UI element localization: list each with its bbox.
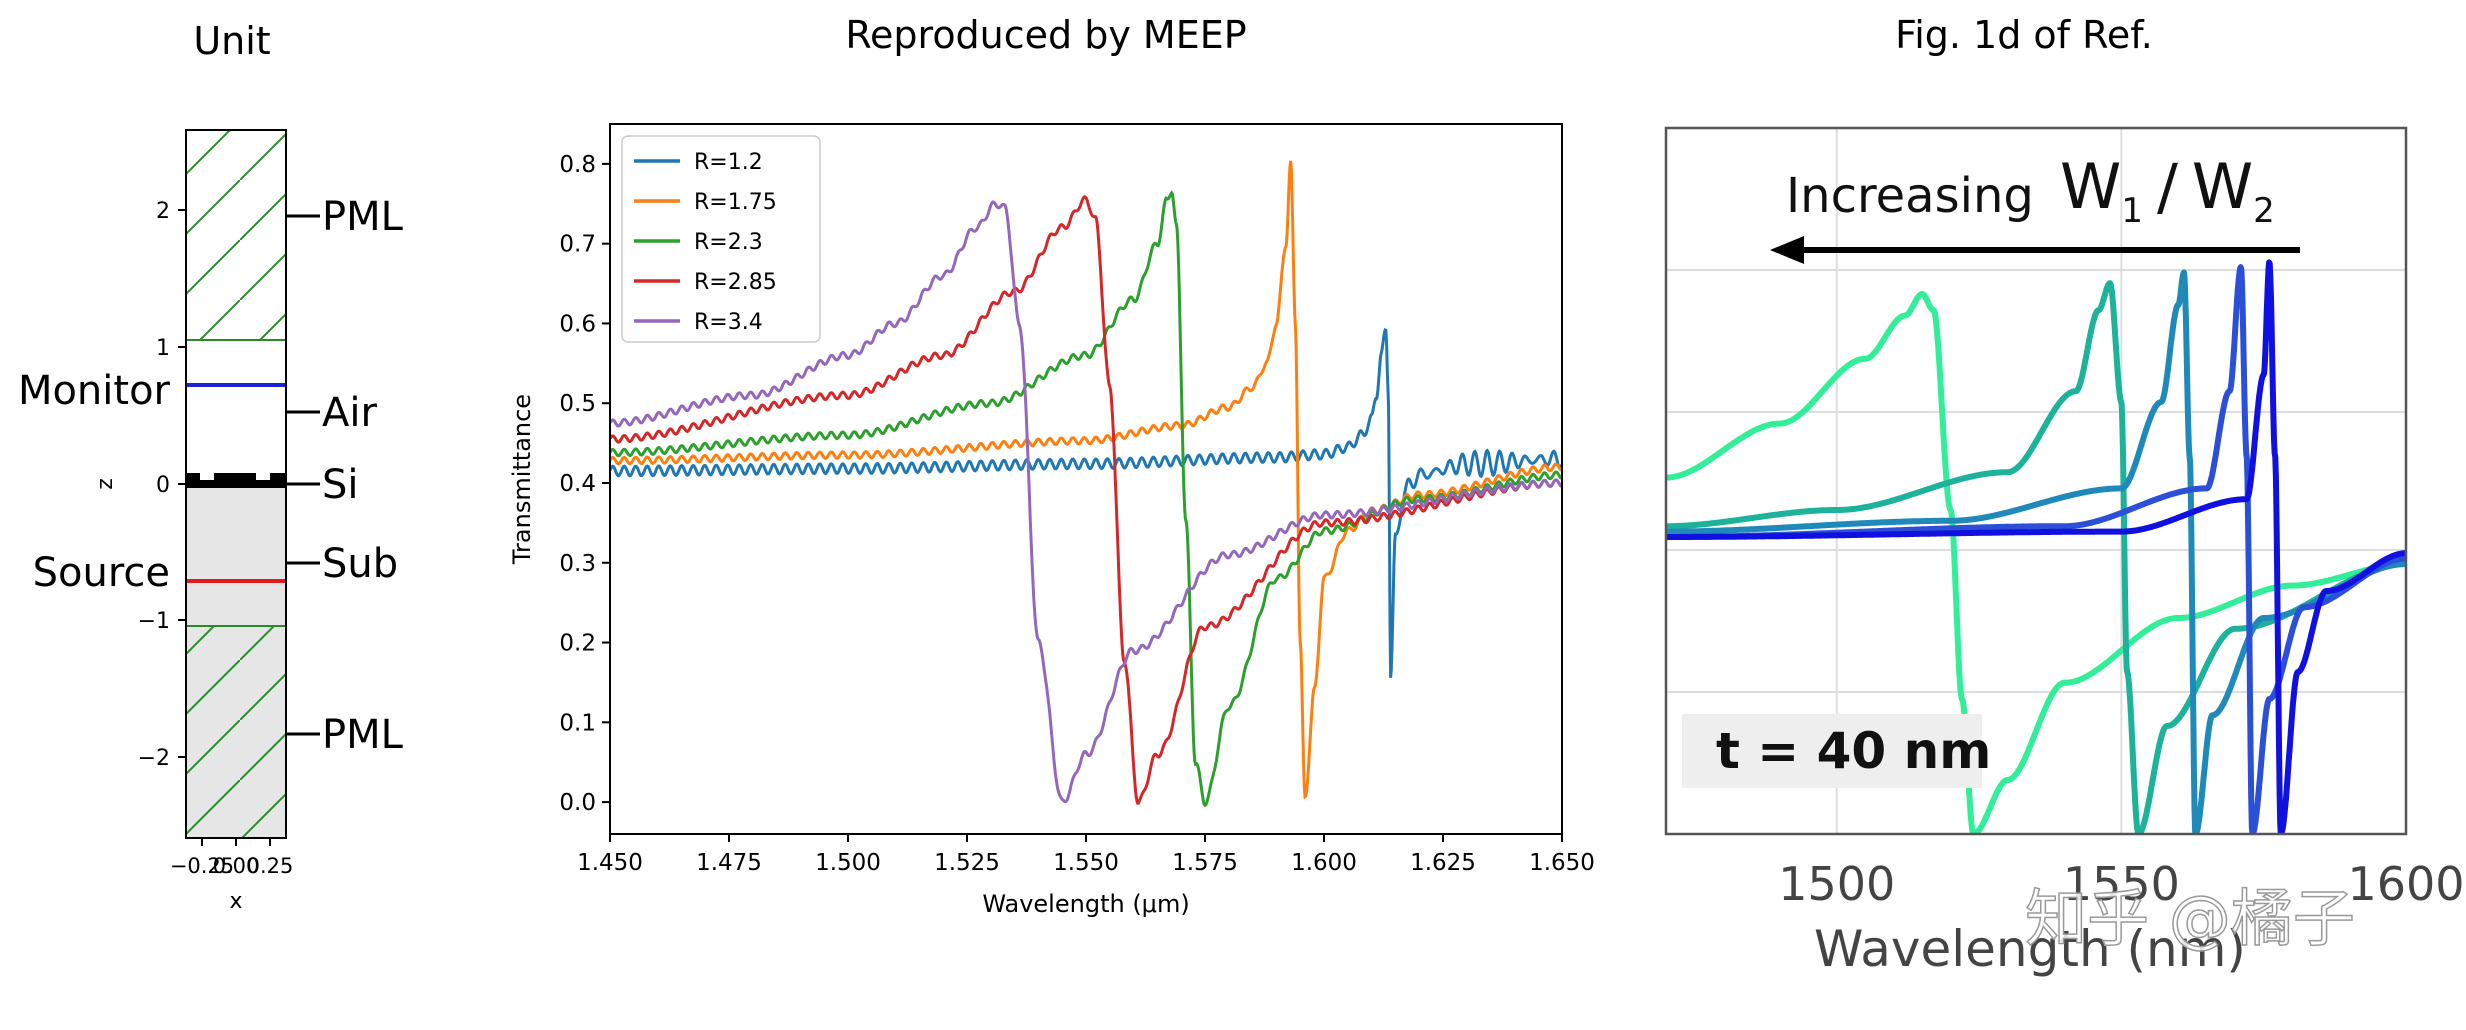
legend-frame	[621, 135, 821, 343]
thickness-label: t = 40 nm	[1716, 722, 1991, 780]
ref-xlabel: Wavelength (nm)	[1814, 920, 2246, 978]
meep-ytick-label: 0.5	[559, 391, 596, 417]
unit-ytick-label: −1	[138, 609, 170, 634]
unit-ytick-label: 1	[156, 336, 170, 361]
meep-xtick-label: 1.525	[934, 850, 1000, 876]
meep-xlabel: Wavelength (μm)	[982, 890, 1189, 918]
ref-x-ticks: 1500 1550 1600	[1778, 857, 2464, 911]
meep-ytick-label: 0.8	[559, 152, 596, 178]
meep-xtick-label: 1.500	[815, 850, 881, 876]
pml-top-label: PML	[322, 194, 404, 240]
unit-ytick-label: 2	[156, 199, 170, 224]
ref-xtick-label: 1500	[1778, 857, 1895, 911]
pml-top-region	[186, 130, 286, 340]
meep-xtick-label: 1.450	[577, 850, 643, 876]
unit-x-ticks: −0.25 0.00 0.25	[170, 838, 294, 878]
meep-xtick-label: 1.650	[1529, 850, 1595, 876]
meep-ytick-label: 0.6	[559, 311, 596, 337]
meep-ytick-label: 0.2	[559, 631, 596, 657]
unit-title: Unit	[193, 19, 270, 63]
meep-x-ticks: 1.450 1.475 1.500 1.525 1.550 1.575 1.600 1.625…	[577, 834, 1595, 876]
meep-legend: R=1.2 R=1.75 R=2.3 R=2.85 R=3.4	[621, 135, 821, 343]
arrow-left-icon	[1770, 236, 1804, 264]
legend-label: R=2.85	[694, 270, 777, 295]
unit-xtick-label: −0.25	[170, 854, 234, 878]
legend-label: R=2.3	[694, 230, 763, 255]
legend-label: R=1.75	[694, 190, 777, 215]
meep-panel: Reproduced by MEEP 1.450 1.475 1.500 1.525 1…	[508, 13, 1595, 918]
ref-series-line-5	[1666, 259, 2406, 834]
source-label: Source	[33, 550, 170, 596]
unit-panel: Unit 2 1 0 −1 −2	[18, 19, 404, 914]
meep-ytick-label: 0.4	[559, 471, 596, 497]
ref-title: Fig. 1d of Ref.	[1895, 13, 2153, 57]
meep-y-ticks: 0.0 0.1 0.2 0.3 0.4 0.5 0.6 0.7 0.8	[559, 152, 610, 816]
unit-ytick-label: 0	[156, 473, 170, 498]
meep-xtick-label: 1.550	[1053, 850, 1119, 876]
meep-series-group	[610, 160, 1562, 808]
ref-xtick-label: 1600	[2347, 857, 2464, 911]
unit-ylabel: z	[93, 478, 118, 490]
air-label: Air	[322, 390, 377, 436]
thickness-box	[1682, 714, 1982, 788]
monitor-label: Monitor	[18, 368, 171, 414]
unit-xlabel: x	[229, 889, 242, 914]
meep-series-line-3	[610, 190, 1562, 808]
unit-y-ticks: 2 1 0 −1 −2	[138, 199, 186, 771]
watermark-text: 知乎 @橘子	[2025, 882, 2355, 955]
ref-series-line-1	[1666, 291, 2406, 834]
unit-xtick-label: 0.00	[213, 854, 260, 878]
unit-xtick-label: 0.25	[247, 854, 294, 878]
unit-ytick-label: −2	[138, 746, 170, 771]
meep-ylabel: Transmittance	[508, 394, 536, 565]
legend-label: R=3.4	[694, 310, 763, 335]
meep-ytick-label: 0.1	[559, 710, 596, 736]
meep-ytick-label: 0.7	[559, 232, 596, 258]
ref-panel: Fig. 1d of Ref. Increasing W1/W2 t = 40 …	[1664, 13, 2465, 978]
si-grating	[186, 473, 286, 488]
ref-xtick-label: 1550	[2063, 857, 2180, 911]
si-label: Si	[322, 462, 359, 508]
meep-xtick-label: 1.575	[1172, 850, 1238, 876]
sub-label: Sub	[322, 541, 398, 587]
w-ratio-label: W1/W2	[2060, 150, 2275, 231]
meep-ytick-label: 0.3	[559, 551, 596, 577]
ref-series-line-3	[1666, 269, 2406, 834]
ref-series-group	[1666, 259, 2406, 834]
ref-axes-frame	[1664, 126, 2408, 836]
meep-xtick-label: 1.475	[696, 850, 762, 876]
pml-bottom-label: PML	[322, 712, 404, 758]
meep-title: Reproduced by MEEP	[845, 13, 1246, 57]
meep-series-line-1	[610, 327, 1562, 678]
meep-xtick-label: 1.600	[1291, 850, 1357, 876]
meep-ytick-label: 0.0	[559, 790, 596, 816]
legend-label: R=1.2	[694, 150, 763, 175]
pml-bottom-region	[186, 626, 286, 838]
meep-xtick-label: 1.625	[1410, 850, 1476, 876]
increasing-label: Increasing	[1786, 168, 2034, 224]
meep-series-line-5	[610, 200, 1562, 804]
meep-series-line-4	[610, 195, 1562, 805]
